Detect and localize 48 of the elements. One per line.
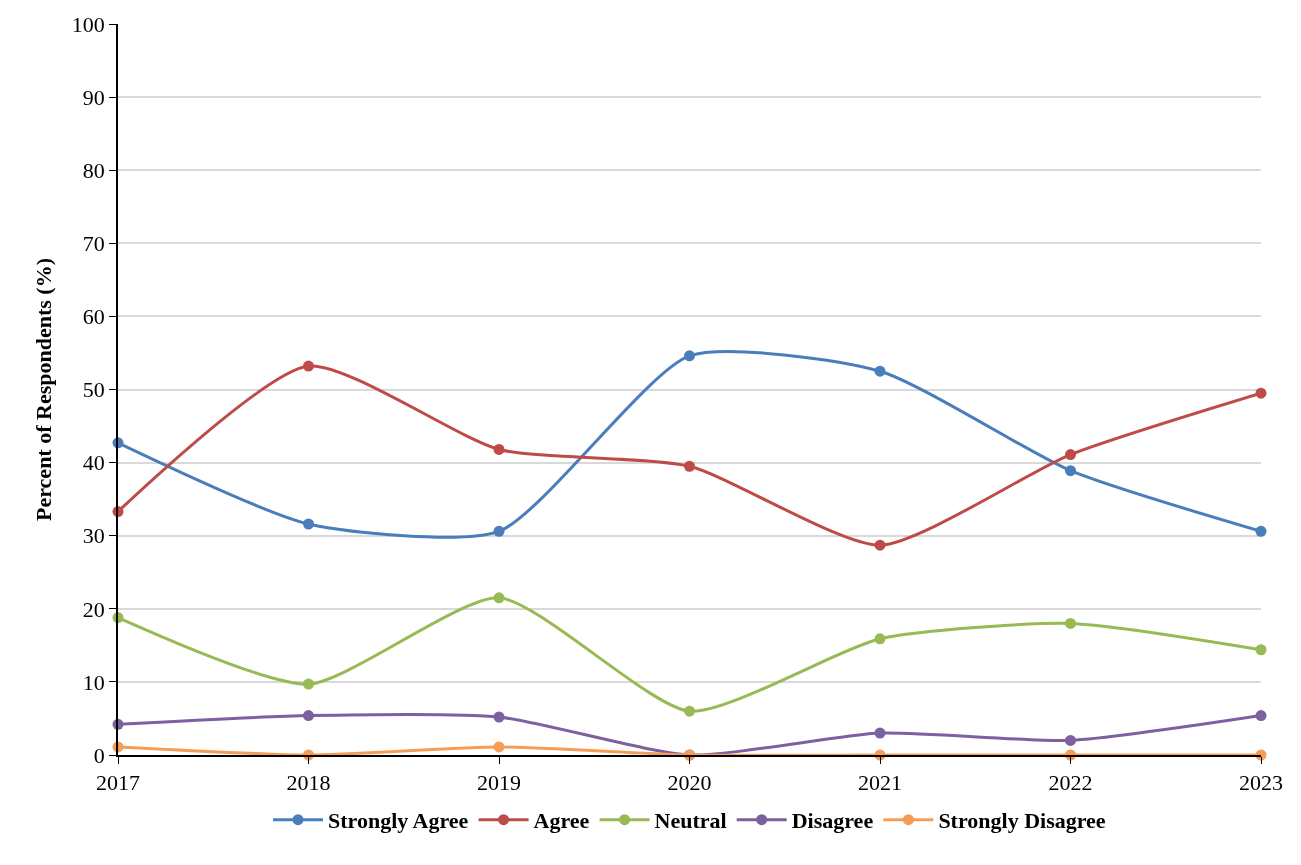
point [1255, 387, 1267, 399]
point [1065, 734, 1076, 746]
point [493, 525, 505, 537]
point [303, 678, 314, 690]
y-tick-label: 10 [82, 669, 105, 695]
point [493, 592, 505, 604]
y-tick-label: 50 [82, 377, 105, 403]
point [493, 741, 505, 753]
point [874, 633, 886, 645]
y-tick-label: 70 [82, 231, 105, 256]
point [874, 365, 886, 377]
y-tick-label: 40 [82, 450, 105, 476]
legend-label: Strongly Agree [328, 808, 469, 834]
point [874, 727, 886, 739]
x-tick-label: 2021 [858, 770, 902, 796]
point [303, 360, 314, 372]
point [1065, 617, 1076, 629]
x-tick-label: 2020 [667, 770, 712, 796]
y-tick-label: 60 [82, 304, 105, 330]
y-tick-label: 20 [82, 596, 105, 622]
point [493, 443, 505, 455]
legend-label: Strongly Disagree [938, 808, 1106, 834]
y-tick-label: 0 [93, 742, 105, 768]
x-tick-label: 2019 [477, 770, 521, 796]
legend-label: Disagree [791, 808, 874, 834]
point [684, 705, 695, 717]
point [874, 539, 886, 551]
point [684, 350, 695, 362]
legend-label: Neutral [654, 808, 727, 834]
point [1255, 644, 1267, 656]
point [1065, 465, 1076, 477]
x-tick-label: 2022 [1048, 770, 1093, 796]
x-tick-label: 2018 [286, 770, 331, 796]
y-tick-label: 30 [82, 523, 105, 549]
point [303, 710, 314, 722]
point [1255, 710, 1267, 722]
x-tick-label: 2023 [1239, 770, 1283, 796]
legend-label: Agree [533, 808, 590, 834]
point [684, 460, 695, 472]
y-axis-title: Percent of Respondents (%) [31, 258, 57, 521]
y-tick-label: 100 [71, 11, 105, 37]
y-tick-label: 80 [82, 157, 105, 183]
point [493, 711, 505, 723]
point [303, 518, 314, 530]
point [1065, 449, 1076, 461]
point [1255, 525, 1267, 537]
y-tick-label: 90 [82, 84, 105, 110]
x-tick-label: 2017 [96, 770, 140, 796]
